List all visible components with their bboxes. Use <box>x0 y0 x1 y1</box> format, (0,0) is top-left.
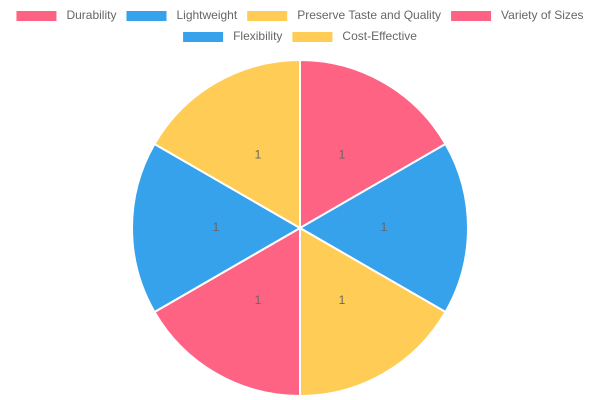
data-label: 1 <box>339 147 346 161</box>
pie-slice <box>299 58 447 230</box>
legend-swatch <box>183 32 224 42</box>
legend-label: Preserve Taste and Quality <box>297 8 441 22</box>
legend-swatch <box>292 32 333 42</box>
pie-slice <box>298 142 469 314</box>
legend-label: Lightweight <box>176 8 237 22</box>
legend-swatch <box>16 11 57 21</box>
data-label: 1 <box>255 293 262 307</box>
pie-slice <box>153 58 301 230</box>
pie-slice <box>299 226 447 398</box>
data-label: 1 <box>381 220 388 234</box>
data-label: 1 <box>213 220 220 234</box>
legend-swatch <box>126 11 167 21</box>
legend-item[interactable]: Variety of Sizes <box>451 8 584 22</box>
legend-label: Durability <box>66 8 116 22</box>
pie-slice <box>153 226 301 398</box>
pie-slice <box>131 142 302 314</box>
legend-label: Variety of Sizes <box>501 8 583 22</box>
data-label: 1 <box>255 147 262 161</box>
legend-label: Flexibility <box>233 29 282 43</box>
legend-item[interactable]: Lightweight <box>126 8 238 22</box>
legend-item[interactable]: Cost-Effective <box>292 29 417 43</box>
legend-item[interactable]: Durability <box>16 8 116 22</box>
legend-swatch <box>247 11 288 21</box>
legend-swatch <box>451 11 492 21</box>
legend-item[interactable]: Preserve Taste and Quality <box>247 8 441 22</box>
legend-label: Cost-Effective <box>342 29 417 43</box>
legend-item[interactable]: Flexibility <box>183 29 282 43</box>
data-label: 1 <box>339 293 346 307</box>
